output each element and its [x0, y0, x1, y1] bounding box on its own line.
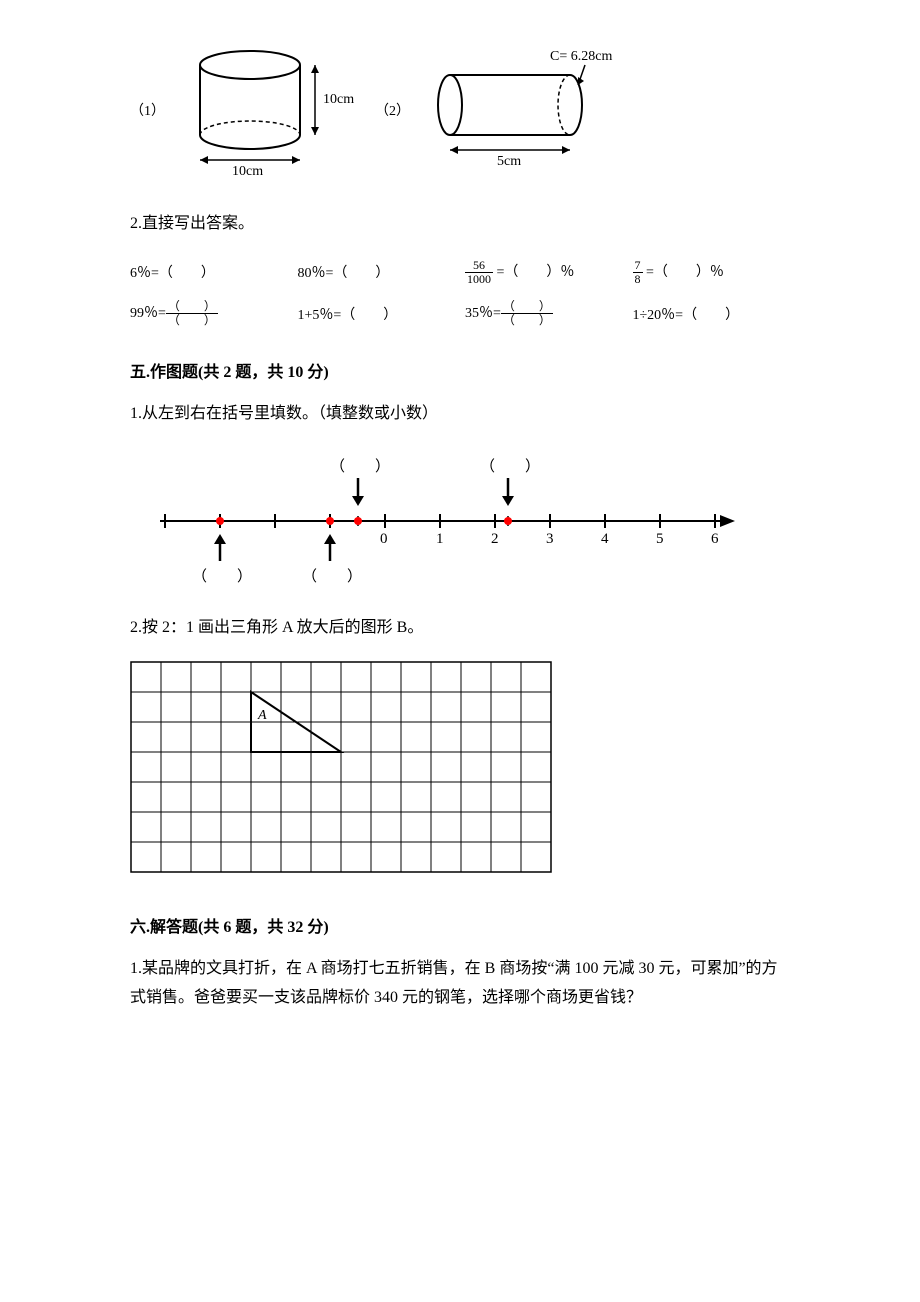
eq-2: 80％=（ ） [298, 262, 456, 282]
eq-3: 561000 =（ ）％ [465, 259, 623, 286]
svg-text:（ ）: （ ） [480, 458, 540, 475]
svg-text:0: 0 [380, 531, 388, 547]
fig2-c-text: C= 6.28cm [550, 49, 612, 64]
cylinder-figures: （1） 10cm 10cm （2） C= 6.28cm 5cm [130, 40, 790, 180]
q2-intro: 2.直接写出答案。 [130, 210, 790, 239]
fig1-width-text: 10cm [232, 164, 263, 179]
section6-header: 六.解答题(共 6 题，共 32 分) [130, 913, 790, 937]
svg-text:2: 2 [491, 531, 499, 547]
eq-6: 1+5％=（ ） [298, 304, 456, 324]
svg-text:3: 3 [546, 531, 554, 547]
fig1-height-text: 10cm [323, 92, 354, 107]
svg-text:6: 6 [711, 531, 719, 547]
section5-header: 五.作图题(共 2 题，共 10 分) [130, 358, 790, 382]
svg-text:1: 1 [436, 531, 444, 547]
eq-7: 35％=（ ）（ ） [465, 300, 623, 327]
fig1-label: （1） [130, 100, 165, 120]
eq-8: 1÷20％=（ ） [633, 304, 791, 324]
equation-grid: 6％=（ ） 80％=（ ） 561000 =（ ）％ 78 =（ ）％ 99％… [130, 259, 790, 328]
section5-q1: 1.从左到右在括号里填数。（填整数或小数） [130, 400, 790, 429]
fig2-width-text: 5cm [497, 154, 521, 169]
cylinder-1: 10cm 10cm [175, 40, 355, 180]
svg-text:（ ）: （ ） [330, 458, 390, 475]
number-line: （ ） （ ） 0 1 2 3 4 5 6 （ ） （ [130, 446, 750, 596]
svg-text:（ ）: （ ） [302, 568, 362, 585]
eq-4: 78 =（ ）％ [633, 259, 791, 286]
cylinder-2: C= 6.28cm 5cm [420, 45, 650, 175]
svg-text:5: 5 [656, 531, 664, 547]
svg-text:4: 4 [601, 531, 609, 547]
section6-q1: 1.某品牌的文具打折，在 A 商场打七五折销售，在 B 商场按“满 100 元减… [130, 955, 790, 1013]
triangle-grid: A [130, 661, 562, 883]
fig2-label: （2） [375, 100, 410, 120]
eq-5: 99％=（ ）（ ） [130, 300, 288, 327]
section5-q2: 2.按 2：1 画出三角形 A 放大后的图形 B。 [130, 614, 790, 643]
svg-text:（ ）: （ ） [192, 568, 252, 585]
triangle-a-label: A [257, 708, 267, 723]
eq-1: 6％=（ ） [130, 262, 288, 282]
